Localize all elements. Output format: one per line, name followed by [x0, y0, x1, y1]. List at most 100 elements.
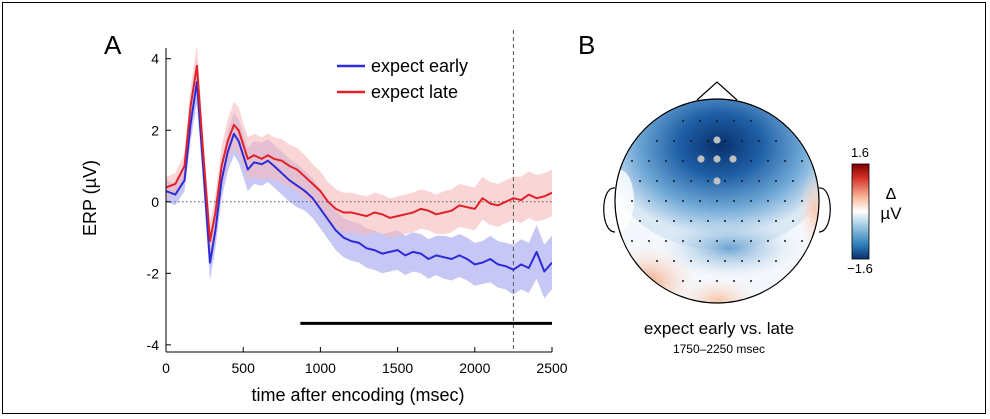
electrode-dot	[716, 200, 718, 202]
electrode-dot	[724, 260, 726, 262]
electrode-dot	[639, 180, 641, 182]
topography-subtitle: 1750–2250 msec	[673, 342, 765, 356]
legend-label: expect late	[371, 82, 458, 102]
highlighted-electrode	[713, 155, 721, 163]
electrode-dot	[673, 220, 675, 222]
x-tick-label: 2500	[536, 360, 567, 376]
highlighted-electrodes	[697, 136, 737, 185]
electrode-dot	[767, 160, 769, 162]
electrode-dot	[639, 220, 641, 222]
electrode-dot	[656, 220, 658, 222]
electrode-dot	[656, 180, 658, 182]
electrode-dot	[665, 240, 667, 242]
electrode-dot	[699, 120, 701, 122]
electrode-dot	[648, 200, 650, 202]
electrode-dot	[792, 180, 794, 182]
y-axis-label: ERP (µV)	[80, 160, 100, 236]
colorbar-unit-uv: µV	[880, 204, 902, 223]
electrode-dot	[682, 200, 684, 202]
head-outline	[614, 98, 820, 304]
electrode-dot	[758, 140, 760, 142]
panel-a-label: A	[104, 30, 122, 60]
electrode-dot	[673, 140, 675, 142]
y-tick-label: -4	[147, 337, 160, 353]
electrode-dot	[733, 120, 735, 122]
electrode-dot	[631, 240, 633, 242]
colorbar-max-label: 1.6	[851, 145, 869, 160]
electrode-dot	[775, 260, 777, 262]
figure-frame	[2, 2, 986, 414]
electrode-dot	[673, 260, 675, 262]
electrode-dot	[682, 240, 684, 242]
electrode-dot	[750, 120, 752, 122]
highlighted-electrode	[713, 177, 721, 185]
topography-title: expect early vs. late	[644, 319, 794, 338]
y-tick-label: -2	[147, 265, 160, 281]
electrode-dot	[648, 160, 650, 162]
electrode-dot	[784, 240, 786, 242]
electrode-dot	[716, 120, 718, 122]
x-tick-label: 2000	[459, 360, 490, 376]
electrode-dot	[724, 140, 726, 142]
electrode-dot	[699, 200, 701, 202]
x-tick-label: 1500	[382, 360, 413, 376]
x-axis-label: time after encoding (msec)	[251, 385, 464, 405]
right-ear-outline	[818, 187, 831, 233]
left-ear-outline	[603, 187, 616, 233]
y-tick-label: 0	[151, 194, 159, 210]
confidence-band-expect-early	[166, 60, 552, 299]
confidence-bands	[166, 48, 552, 299]
colorbar	[851, 163, 870, 260]
colorbar-unit-delta: Δ	[886, 186, 897, 203]
highlighted-electrode	[713, 136, 721, 144]
erp-lines	[166, 64, 552, 273]
electrode-dot	[750, 160, 752, 162]
topography-fill	[615, 99, 819, 303]
electrode-dot	[707, 260, 709, 262]
colorbar-min-label: −1.6	[847, 261, 873, 276]
panel-b-label: B	[578, 30, 595, 60]
x-tick-label: 1000	[305, 360, 336, 376]
electrode-dot	[682, 160, 684, 162]
electrode-dot	[707, 180, 709, 182]
electrode-dot	[775, 140, 777, 142]
electrode-dot	[784, 160, 786, 162]
electrode-dot	[631, 200, 633, 202]
electrode-dot	[792, 220, 794, 222]
scalp-topography	[603, 81, 831, 304]
electrode-dot	[690, 260, 692, 262]
electrode-dot	[648, 240, 650, 242]
x-tick-label: 500	[232, 360, 256, 376]
electrode-dot	[758, 180, 760, 182]
electrode-dot	[801, 160, 803, 162]
electrode-dot	[775, 220, 777, 222]
electrode-dot	[733, 280, 735, 282]
electrode-dot	[631, 160, 633, 162]
electrode-dot	[707, 220, 709, 222]
electrode-dot	[758, 260, 760, 262]
electrode-dot	[682, 280, 684, 282]
electrode-dot	[801, 200, 803, 202]
electrode-dot	[775, 180, 777, 182]
electrode-dot	[690, 220, 692, 222]
legend-label: expect early	[371, 56, 468, 76]
electrode-dot	[656, 260, 658, 262]
x-tick-label: 0	[162, 360, 170, 376]
electrode-dot	[690, 140, 692, 142]
electrode-dot	[733, 200, 735, 202]
electrode-dot	[741, 140, 743, 142]
electrode-dot	[699, 280, 701, 282]
y-tick-label: 4	[151, 51, 159, 67]
electrode-dot	[716, 240, 718, 242]
electrode-dot	[724, 180, 726, 182]
highlighted-electrode	[729, 155, 737, 163]
electrode-dot	[767, 200, 769, 202]
electrode-dot	[733, 240, 735, 242]
electrode-dot	[682, 120, 684, 122]
series-line-expect-early	[166, 81, 552, 273]
erp-plot-area: -4 -2 0 2 4 0 500 1000 1500 2000 2500 expect early…	[147, 30, 568, 376]
electrode-dot	[750, 200, 752, 202]
electrode-dot	[690, 180, 692, 182]
electrode-dot	[716, 280, 718, 282]
